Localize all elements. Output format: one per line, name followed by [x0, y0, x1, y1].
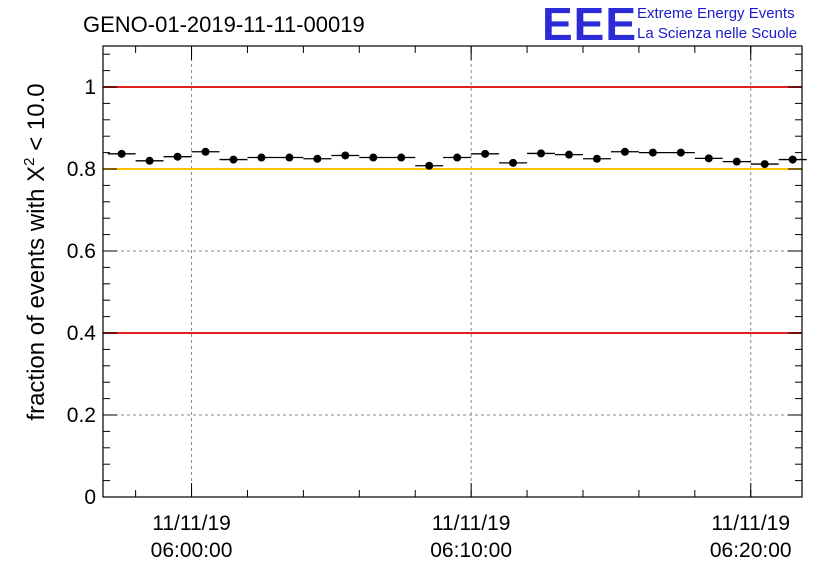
grid-layer [103, 46, 802, 497]
data-point [676, 148, 685, 157]
data-point [229, 155, 238, 164]
plot-frame [102, 45, 803, 498]
x-tick-label-time: 06:20:00 [710, 539, 792, 562]
y-tick-label: 1 [84, 76, 96, 99]
y-axis-label-tail: < 10.0 [23, 83, 50, 157]
x-tick-label-date: 11/11/19 [432, 512, 511, 535]
reference-lines [103, 86, 802, 334]
data-point [397, 153, 406, 162]
y-axis-label-exp: 2 [21, 157, 38, 165]
data-point [509, 158, 518, 167]
data-point [648, 148, 657, 157]
data-point [592, 154, 601, 163]
data-point [620, 147, 629, 156]
x-tick-label-time: 06:10:00 [430, 539, 512, 562]
eee-logo: EEE Extreme Energy Events La Scienza nel… [542, 0, 797, 50]
data-point [425, 161, 434, 170]
data-points [107, 147, 807, 170]
logo-eee-text: EEE [542, 0, 637, 50]
data-point [369, 153, 378, 162]
data-point [257, 153, 266, 162]
y-tick-label: 0.2 [67, 404, 96, 427]
y-tick-label: 0.6 [67, 240, 96, 263]
data-point [481, 149, 490, 158]
x-tick-label-time: 06:00:00 [151, 539, 233, 562]
data-point [453, 153, 462, 162]
data-point [201, 147, 210, 156]
y-tick-label: 0.4 [67, 322, 97, 345]
y-tick-label: 0 [84, 486, 96, 509]
data-point [173, 152, 182, 161]
data-point [732, 157, 741, 166]
data-point [704, 154, 713, 163]
logo-line-1: Extreme Energy Events [637, 5, 795, 22]
data-point [788, 155, 797, 164]
logo-line-2: La Scienza nelle Scuole [637, 25, 797, 42]
data-point [760, 160, 769, 169]
data-point [537, 149, 546, 158]
data-point [145, 156, 154, 165]
y-axis-label: fraction of events with X2 < 10.0 [21, 83, 50, 420]
data-point [285, 153, 294, 162]
data-point [313, 154, 322, 163]
data-point [117, 149, 126, 158]
x-tick-label-date: 11/11/19 [711, 512, 790, 535]
y-axis-label-symbol: X [23, 166, 50, 182]
axes: 0 0.2 0.4 0.6 0.8 1 11/11/19 06:00:00 11/11/19 06… [67, 46, 802, 562]
chart-title: GENO-01-2019-11-11-00019 [83, 12, 365, 37]
y-axis-label-main: fraction of events with [23, 182, 50, 421]
x-tick-label-date: 11/11/19 [152, 512, 231, 535]
data-point [341, 151, 350, 160]
data-point [565, 150, 573, 159]
y-tick-label: 0.8 [67, 158, 96, 181]
